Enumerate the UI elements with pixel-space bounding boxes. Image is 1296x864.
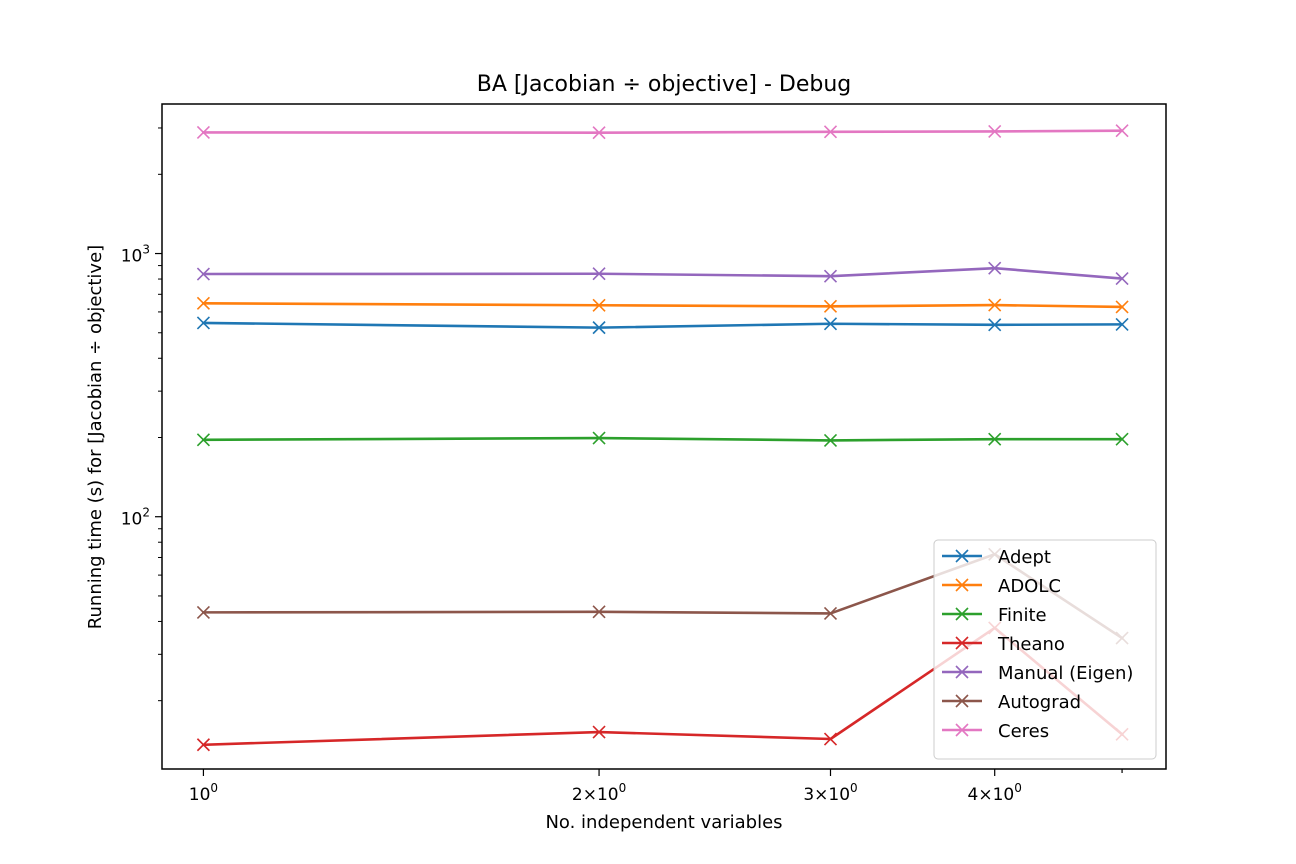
x-tick-label-base: 3×10: [803, 785, 850, 805]
legend-entry: Ceres: [942, 721, 1049, 742]
data-point-marker: [823, 317, 838, 331]
data-point-marker: [592, 126, 606, 140]
x-tick-label-exponent: 0: [619, 781, 627, 795]
legend-entry: Autograd: [942, 692, 1081, 713]
data-point-marker: [592, 725, 606, 739]
y-tick-label-exponent: 2: [142, 506, 150, 520]
series-adept: [196, 316, 1129, 335]
y-tick-label: 103: [121, 243, 150, 267]
data-point-marker: [988, 298, 1002, 312]
legend-entry: Manual (Eigen): [942, 663, 1133, 684]
data-point-marker: [592, 298, 606, 312]
legend-entry: Theano: [942, 634, 1065, 655]
data-point-marker: [823, 125, 838, 139]
legend-marker: [955, 665, 969, 679]
legend-marker: [955, 694, 969, 708]
data-point-marker: [988, 318, 1002, 332]
data-point-marker: [1115, 124, 1129, 138]
x-tick-label-base: 2×10: [572, 785, 619, 805]
x-tick-label: 4×100: [968, 781, 1022, 805]
data-point-marker: [988, 432, 1002, 446]
data-point-marker: [823, 299, 838, 313]
legend-label: Manual (Eigen): [998, 663, 1133, 684]
y-axis-label: Running time (s) for [Jacobian ÷ objecti…: [85, 245, 106, 629]
data-point-marker: [196, 605, 210, 619]
y-tick-label-exponent: 3: [142, 243, 150, 257]
data-point-marker: [988, 261, 1002, 275]
legend: Adept ADOLC Finite Theano Manual (Eigen) Auto…: [933, 539, 1157, 760]
data-point-marker: [592, 321, 606, 335]
data-point-marker: [823, 433, 838, 447]
x-tick-label-exponent: 0: [1014, 781, 1022, 795]
data-point-marker: [196, 433, 210, 447]
data-point-marker: [196, 738, 210, 752]
legend-marker: [955, 723, 969, 737]
series-manual-eigen: [196, 261, 1129, 286]
data-point-marker: [1115, 432, 1129, 446]
data-point-marker: [196, 125, 210, 140]
legend-marker: [955, 578, 969, 592]
x-axis: 100 2×100 3×100 4×100: [189, 769, 1123, 805]
legend-marker: [955, 607, 969, 621]
legend-entry: Finite: [942, 605, 1047, 626]
data-point-marker: [592, 605, 606, 619]
legend-entry: ADOLC: [942, 576, 1061, 597]
data-point-marker: [1115, 300, 1129, 314]
x-tick-label: 2×100: [572, 781, 626, 805]
series-finite: [196, 431, 1129, 447]
legend-marker: [955, 549, 969, 563]
y-tick-label-base: 10: [121, 510, 143, 530]
plot-frame: [161, 103, 1167, 770]
legend-label: ADOLC: [998, 576, 1061, 597]
x-tick-label: 100: [189, 781, 218, 805]
legend-entry: Adept: [942, 547, 1051, 568]
legend-label: Ceres: [998, 721, 1049, 742]
data-point-marker: [592, 431, 606, 445]
data-point-marker: [196, 316, 210, 330]
y-tick-label: 102: [121, 506, 150, 530]
chart-title: BA [Jacobian ÷ objective] - Debug: [477, 72, 851, 97]
x-axis-label: No. independent variables: [545, 812, 782, 833]
legend-label: Finite: [998, 605, 1047, 626]
data-point-marker: [823, 269, 838, 283]
y-tick-label-base: 10: [121, 247, 143, 267]
series-ceres: [196, 124, 1129, 140]
data-point-marker: [196, 267, 210, 281]
x-tick-label-exponent: 0: [210, 781, 218, 795]
legend-box: [933, 539, 1157, 760]
data-point-marker: [988, 124, 1002, 139]
x-tick-label-exponent: 0: [850, 781, 858, 795]
data-point-marker: [196, 296, 210, 310]
legend-label: Adept: [998, 547, 1051, 568]
data-point-marker: [1115, 272, 1129, 286]
data-point-marker: [592, 267, 606, 281]
legend-label: Autograd: [998, 692, 1081, 713]
data-point-marker: [1115, 317, 1129, 331]
x-tick-label-base: 10: [189, 785, 211, 805]
legend-label: Theano: [997, 634, 1065, 655]
x-tick-label-base: 4×10: [968, 785, 1015, 805]
series-adolc: [196, 296, 1129, 314]
x-tick-label: 3×100: [803, 781, 857, 805]
data-point-marker: [823, 606, 838, 621]
legend-marker: [955, 636, 969, 650]
data-point-marker: [823, 732, 838, 746]
